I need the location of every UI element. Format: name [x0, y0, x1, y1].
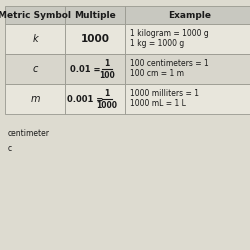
Text: 1000 milliters = 1: 1000 milliters = 1: [130, 90, 199, 98]
Text: 100 cm = 1 m: 100 cm = 1 m: [130, 70, 184, 78]
Text: 1 kilogram = 1000 g: 1 kilogram = 1000 g: [130, 30, 209, 38]
Bar: [5, 84, 65, 114]
Text: 1: 1: [104, 88, 110, 98]
Text: 1000: 1000: [96, 100, 117, 110]
Text: Multiple: Multiple: [74, 10, 116, 20]
Bar: [125, 6, 250, 24]
Bar: [125, 84, 250, 114]
Bar: [5, 24, 65, 54]
Text: 1 kg = 1000 g: 1 kg = 1000 g: [130, 40, 184, 48]
Text: m: m: [30, 94, 40, 104]
Bar: [5, 6, 65, 24]
Bar: [65, 84, 125, 114]
Text: c: c: [32, 64, 38, 74]
Text: Metric Symbol: Metric Symbol: [0, 10, 72, 20]
Text: c: c: [8, 144, 12, 153]
Text: 1000: 1000: [80, 34, 110, 44]
Text: 0.01 =: 0.01 =: [70, 64, 100, 74]
Bar: [65, 24, 125, 54]
Bar: [125, 54, 250, 84]
Bar: [65, 6, 125, 24]
Text: 100 centimeters = 1: 100 centimeters = 1: [130, 60, 209, 68]
Text: Example: Example: [168, 10, 212, 20]
Text: centimeter: centimeter: [8, 129, 50, 138]
Text: 100: 100: [99, 70, 115, 80]
Text: k: k: [32, 34, 38, 44]
Text: 1: 1: [104, 58, 110, 68]
Bar: [65, 54, 125, 84]
Text: 1000 mL = 1 L: 1000 mL = 1 L: [130, 100, 186, 108]
Bar: [125, 24, 250, 54]
Bar: [5, 54, 65, 84]
Text: 0.001 =: 0.001 =: [67, 94, 103, 104]
